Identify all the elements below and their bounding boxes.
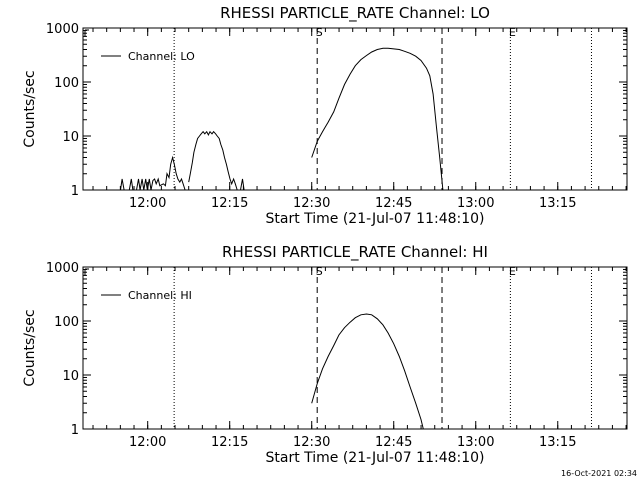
- y-tick-label: 10: [62, 130, 79, 145]
- series-line-channel-lo: [311, 47, 444, 191]
- y-axis-label: Counts/sec: [22, 70, 38, 147]
- y-tick-label: 100: [54, 315, 79, 330]
- plot-frame: [82, 266, 628, 430]
- x-tick-label: 12:00: [129, 435, 166, 450]
- series-line-channel-hi: [311, 313, 424, 430]
- x-axis-label: Start Time (21-Jul-07 11:48:10): [265, 211, 484, 227]
- x-tick-label: 12:30: [293, 196, 330, 211]
- legend-entry: Channel: LO: [128, 50, 195, 63]
- y-tick-label: 100: [54, 76, 79, 91]
- x-axis-label: Start Time (21-Jul-07 11:48:10): [265, 450, 484, 466]
- x-tick-label: 13:00: [457, 196, 494, 211]
- x-tick-label: 12:45: [375, 196, 412, 211]
- series-line-channel-lo: [188, 130, 238, 191]
- y-tick-label: 1: [71, 423, 79, 438]
- y-axis-label: Counts/sec: [22, 309, 38, 386]
- x-tick-label: 12:30: [293, 435, 330, 450]
- chart-title: RHESSI PARTICLE_RATE Channel: HI: [222, 243, 488, 262]
- y-tick-label: 1000: [46, 261, 79, 276]
- y-tick-label: 1000: [46, 22, 79, 37]
- event-marker-label: S: [316, 265, 323, 278]
- footer-timestamp: 16-Oct-2021 02:34: [561, 469, 637, 478]
- event-marker-label: E: [509, 265, 516, 278]
- y-tick-label: 10: [62, 369, 79, 384]
- plot-frame: [82, 27, 628, 191]
- y-tick-label: 1: [71, 184, 79, 199]
- chart-title: RHESSI PARTICLE_RATE Channel: LO: [220, 4, 490, 23]
- x-tick-label: 12:15: [211, 196, 248, 211]
- x-tick-label: 13:15: [539, 435, 576, 450]
- x-tick-label: 12:45: [375, 435, 412, 450]
- x-tick-label: 13:00: [457, 435, 494, 450]
- series-line-channel-lo: [136, 155, 186, 191]
- series-line-channel-lo: [240, 178, 245, 191]
- legend-entry: Channel: HI: [128, 289, 192, 302]
- event-marker-label: E: [509, 26, 516, 39]
- event-marker-label: S: [316, 26, 323, 39]
- x-tick-label: 12:15: [211, 435, 248, 450]
- x-tick-label: 13:15: [539, 196, 576, 211]
- x-tick-label: 12:00: [129, 196, 166, 211]
- series-line-channel-lo: [120, 178, 134, 191]
